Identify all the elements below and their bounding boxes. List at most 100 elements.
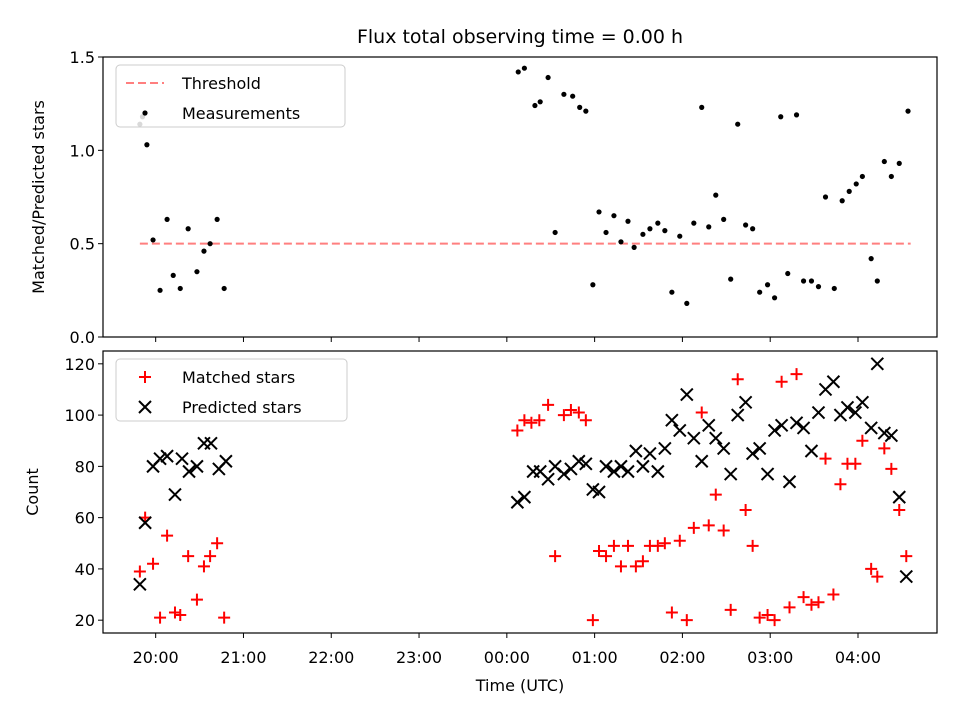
measurement-point [750,226,756,232]
measurement-point [532,102,538,109]
matched-star-point [709,488,722,501]
matched-star-point [600,550,613,563]
chart-title: Flux total observing time = 0.00 h [357,26,683,48]
measurement-point [677,233,683,239]
matched-star-point [204,550,217,563]
top-panel-flux-ratio: 0.0 0.5 1.0 1.5 Matched/Predicted stars Thres… [29,26,938,347]
measurement-point [570,93,576,99]
x-tick-label: 00:00 [484,648,530,667]
matched-star-point [564,403,577,416]
matched-star-point [549,550,562,563]
predicted-star-point [665,413,679,427]
predicted-star-point [614,459,628,474]
x-tick-label: 01:00 [572,648,618,667]
measurement-point [631,244,637,250]
measurement-point [185,226,191,232]
predicted-star-point [767,423,782,438]
predicted-star-point [673,423,687,438]
series-predicted-stars [133,357,913,591]
matched-star-point [218,611,231,624]
measurement-point [545,74,551,81]
measurement-point [618,239,624,245]
measurement-point [515,69,521,75]
matched-star-point [871,570,884,583]
matched-star-point [812,596,825,609]
predicted-star-point [599,459,613,474]
predicted-star-point [680,387,694,402]
measurement-point [706,224,712,230]
matched-star-point [593,544,606,557]
measurement-point [815,284,822,290]
measurement-point [808,278,815,284]
measurement-point [669,289,675,295]
matched-star-point [168,606,181,619]
x-tick-label: 04:00 [835,648,881,667]
predicted-star-point [643,446,657,461]
predicted-star-point [541,472,555,486]
measurement-point [655,220,661,226]
predicted-star-point [510,495,525,509]
measurement-point [164,216,170,222]
measurement-point [177,285,183,292]
legend-predicted-swatch [138,400,152,414]
matched-star-point [607,539,620,552]
matched-star-point [753,611,766,624]
y-tick-label: 1.0 [70,141,95,160]
matched-star-point [731,373,744,386]
measurement-point [881,158,887,165]
measurement-point [905,108,911,114]
y-tick-label: 1.5 [70,48,95,67]
predicted-star-point [760,467,775,481]
matched-star-point [768,614,781,627]
measurement-point [721,216,727,222]
matched-star-point [702,519,715,532]
matched-star-point [761,609,774,622]
predicted-star-point [190,459,204,474]
matched-star-point [900,550,913,563]
matched-star-point [819,452,832,465]
predicted-star-point [557,467,571,481]
predicted-star-point [138,516,152,530]
predicted-star-point [811,405,826,420]
measurement-point [874,278,880,284]
matched-star-point [849,457,862,470]
measurement-point [868,256,874,262]
x-axis-label: Time (UTC) [475,676,564,695]
matched-star-point [739,503,752,516]
measurement-point [822,194,829,200]
matched-star-point [834,478,847,491]
predicted-star-point [607,464,621,479]
legend-measurements-swatch [142,110,148,116]
matched-star-point [775,375,788,388]
legend-label: Predicted stars [182,398,302,417]
measurement-point [611,213,617,219]
measurement-point [214,216,220,222]
predicted-star-point [855,395,870,409]
matched-star-point [518,414,531,427]
y-tick-label: 0.5 [70,235,95,254]
measurement-point [221,285,227,292]
measurement-point [859,173,865,180]
predicted-star-point [789,416,804,430]
measurement-point [691,220,697,226]
predicted-star-point [153,451,167,466]
measurement-point [144,142,150,148]
predicted-star-point [864,421,878,435]
predicted-star-point [175,451,189,466]
y-tick-label: 80 [75,457,95,476]
y-axis-label: Count [23,468,42,516]
measurement-point [839,198,845,204]
y-tick-label: 100 [64,406,95,425]
matched-star-point [161,529,174,542]
predicted-star-point [658,441,672,456]
matched-star-point [197,560,210,573]
predicted-star-point [219,454,233,468]
matched-star-point [174,609,187,622]
measurement-point [640,231,646,237]
matched-star-point [586,614,599,627]
predicted-star-point [731,408,745,422]
matched-star-point [557,409,570,422]
matched-star-point [687,521,700,534]
predicted-star-point [804,444,819,458]
series-matched-stars [133,368,913,627]
